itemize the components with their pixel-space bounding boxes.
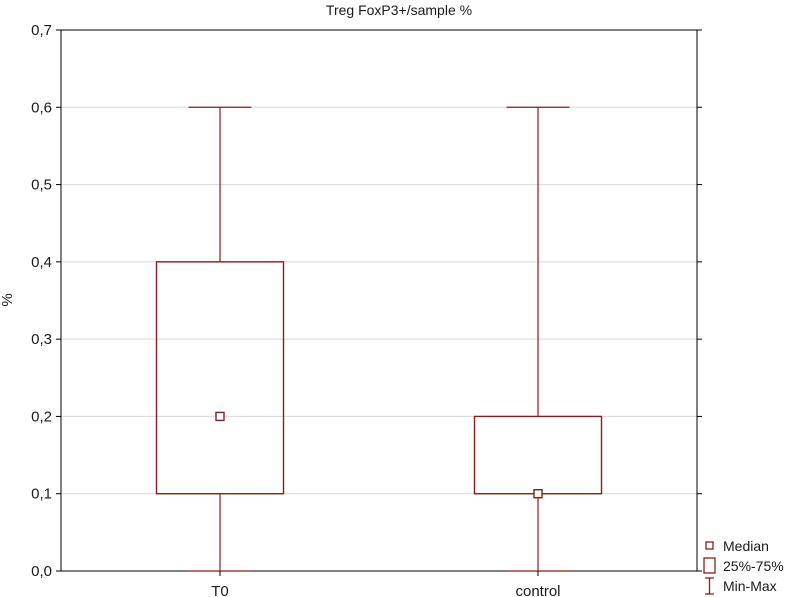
chart-title: Treg FoxP3+/sample % [326, 2, 472, 18]
x-tick-label: T0 [211, 583, 229, 597]
y-tick-label: 0,2 [31, 408, 52, 425]
legend-label: 25%-75% [723, 558, 784, 574]
y-tick-label: 0,0 [31, 563, 52, 580]
box-legend-icon [703, 557, 716, 574]
median-legend-icon [705, 541, 714, 550]
median-marker [215, 411, 225, 422]
box-group [155, 106, 285, 572]
legend: Median 25%-75% Min-Max [703, 538, 784, 595]
boxes [155, 106, 603, 572]
y-tick-label: 0,5 [31, 177, 52, 194]
median-marker [533, 489, 543, 499]
iqr-box [473, 415, 603, 495]
legend-item: 25%-75% [703, 557, 784, 574]
x-tick-label: control [515, 583, 560, 597]
plot-frame [60, 29, 698, 572]
legend-label: Median [723, 538, 769, 554]
legend-item: Median [705, 538, 769, 554]
y-tick-label: 0,4 [31, 254, 52, 271]
y-tick-label: 0,7 [31, 22, 52, 39]
box-group [473, 106, 603, 572]
y-tick-label: 0,1 [31, 486, 52, 503]
y-tick-label: 0,6 [31, 99, 52, 116]
legend-label: Min-Max [723, 578, 777, 594]
y-axis-title: % [0, 293, 16, 306]
x-axis: T0 control [211, 571, 561, 597]
y-axis: 0,0 0,1 0,2 0,3 0,4 0,5 0,6 0,7 [31, 22, 702, 580]
y-tick-label: 0,3 [31, 331, 52, 348]
iqr-box [155, 261, 285, 495]
legend-item: Min-Max [705, 577, 777, 595]
